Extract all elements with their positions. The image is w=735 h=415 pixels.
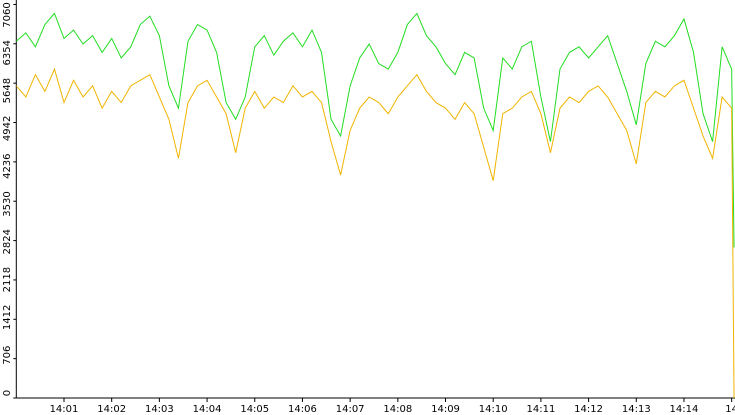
x-tick-label: 14:09 xyxy=(431,404,460,415)
y-tick-label: 5648 xyxy=(2,78,13,103)
x-tick-label: 14:08 xyxy=(383,404,412,415)
x-tick-label: 14:01 xyxy=(50,404,79,415)
x-tick-label: 14:12 xyxy=(574,404,603,415)
y-tick-label: 2118 xyxy=(2,267,13,292)
x-tick-label: 14:14 xyxy=(670,404,699,415)
y-tick-label: 4942 xyxy=(2,116,13,141)
x-tick-label: 14:11 xyxy=(526,404,555,415)
y-tick-label: 7060 xyxy=(2,2,13,27)
y-tick-label: 4236 xyxy=(2,153,13,178)
x-tick-label: 14:05 xyxy=(240,404,269,415)
y-tick-label: 0 xyxy=(2,390,13,396)
y-tick-label: 6354 xyxy=(2,40,13,65)
series-line xyxy=(15,67,735,399)
x-tick-label: 14:06 xyxy=(288,404,317,415)
y-tick-label: 2824 xyxy=(2,229,13,254)
x-tick-label: 14:13 xyxy=(622,404,651,415)
x-tick-label: 14:03 xyxy=(145,404,174,415)
x-tick-label: 14:02 xyxy=(97,404,126,415)
x-tick-label: 14:10 xyxy=(479,404,508,415)
x-tick-label: 14 xyxy=(725,404,735,415)
y-tick-label: 1412 xyxy=(2,305,13,330)
y-tick-label: 3530 xyxy=(2,191,13,216)
y-tick-label: 706 xyxy=(2,346,13,365)
x-tick-label: 14:04 xyxy=(193,404,222,415)
series-line xyxy=(15,12,735,248)
x-tick-label: 14:07 xyxy=(336,404,365,415)
